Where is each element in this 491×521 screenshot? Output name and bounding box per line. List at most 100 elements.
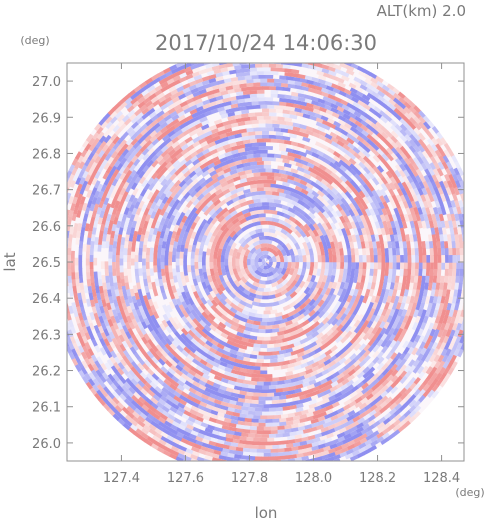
heat-cell	[221, 136, 230, 143]
heat-cell	[450, 282, 456, 291]
heat-cell	[109, 399, 118, 408]
heat-cell	[116, 401, 125, 410]
heat-cell	[305, 415, 314, 422]
heat-cell	[388, 262, 393, 270]
heat-cell	[352, 364, 362, 373]
heat-cell	[174, 409, 184, 417]
heat-cell	[316, 391, 325, 399]
heat-cell	[242, 243, 250, 251]
heat-cell	[123, 117, 133, 126]
heat-cell	[265, 97, 274, 102]
heat-cell	[161, 382, 170, 390]
heat-cell	[403, 169, 411, 178]
heat-cell	[427, 282, 433, 291]
heat-cell	[172, 371, 182, 380]
heat-cell	[401, 234, 407, 243]
heat-cell	[150, 361, 159, 370]
heat-cell	[307, 304, 316, 313]
heat-cell	[366, 92, 376, 100]
heat-cell	[77, 369, 86, 379]
heat-cell	[258, 190, 266, 195]
heat-cell	[204, 130, 214, 137]
heat-cell	[84, 331, 91, 341]
heat-cell	[276, 425, 285, 431]
heat-cell	[394, 123, 403, 133]
heat-cell	[68, 233, 73, 242]
heat-cell	[262, 250, 270, 255]
heat-cell	[110, 285, 116, 294]
heat-cell	[157, 264, 162, 273]
heat-cell	[238, 458, 247, 461]
heat-cell	[119, 196, 126, 206]
heat-cell	[435, 378, 443, 387]
heat-cell	[67, 223, 68, 224]
heat-cell	[251, 146, 260, 151]
heat-cell	[89, 247, 94, 256]
heat-cell	[166, 220, 173, 229]
heat-cell	[417, 138, 426, 148]
heat-cell	[347, 254, 352, 263]
heat-cell	[199, 116, 208, 123]
heat-cell	[104, 268, 109, 277]
heat-cell	[342, 143, 351, 152]
heat-cell	[94, 278, 99, 287]
heat-cell	[318, 241, 324, 250]
heat-cell	[345, 228, 352, 237]
heat-cell	[190, 221, 198, 230]
heat-cell	[186, 376, 195, 384]
heat-cell	[286, 439, 296, 445]
heat-cell	[210, 216, 219, 225]
heat-cell	[96, 291, 102, 301]
heat-cell	[314, 85, 323, 92]
heat-cell	[249, 183, 258, 189]
heat-cell	[210, 320, 219, 329]
heat-cell	[276, 334, 285, 340]
heat-cell	[114, 144, 123, 154]
heat-cell	[317, 74, 327, 81]
heat-cell	[197, 338, 206, 347]
heat-cell	[297, 425, 306, 432]
heat-cell	[146, 367, 155, 376]
heat-cell	[231, 254, 237, 262]
heat-cell	[112, 361, 121, 370]
heat-cell	[324, 408, 334, 416]
heat-cell	[162, 133, 171, 142]
heat-cell	[358, 221, 365, 230]
heat-cell	[276, 211, 285, 217]
heat-cell	[161, 405, 170, 413]
heat-cell	[100, 193, 108, 202]
heat-cell	[67, 193, 68, 195]
heat-cell	[242, 94, 251, 99]
heat-cell	[237, 245, 244, 254]
heat-cell	[457, 348, 464, 358]
heat-cell	[216, 388, 226, 395]
heat-cell	[379, 115, 389, 124]
heat-cell	[353, 110, 362, 119]
heat-cell	[87, 285, 93, 294]
heat-cell	[291, 321, 300, 328]
heat-cell	[112, 141, 121, 150]
heat-cell	[364, 208, 372, 217]
heat-cell	[144, 139, 153, 148]
heat-cell	[326, 428, 336, 435]
heat-cell	[239, 201, 248, 208]
heat-cell	[293, 54, 301, 59]
heat-cell	[365, 393, 374, 401]
heat-cell	[333, 241, 340, 250]
heat-cell	[430, 302, 437, 312]
heat-cell	[426, 255, 431, 263]
heat-cell	[145, 123, 154, 132]
heat-cell	[344, 347, 353, 356]
heat-cell	[256, 358, 264, 364]
heat-cell	[227, 88, 236, 94]
heat-cell	[218, 199, 227, 207]
heat-cell	[264, 445, 273, 450]
heat-cell	[207, 162, 216, 170]
heat-cell	[305, 392, 314, 399]
heat-cell	[348, 157, 357, 166]
heat-cell	[450, 302, 456, 312]
heat-cell	[285, 374, 294, 381]
heat-cell	[180, 437, 189, 445]
heat-cell	[439, 378, 448, 388]
